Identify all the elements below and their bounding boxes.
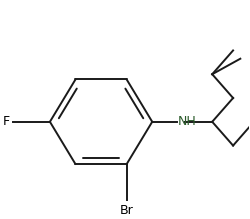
Text: F: F <box>3 115 10 128</box>
Text: NH: NH <box>178 115 197 128</box>
Text: Br: Br <box>120 204 134 217</box>
